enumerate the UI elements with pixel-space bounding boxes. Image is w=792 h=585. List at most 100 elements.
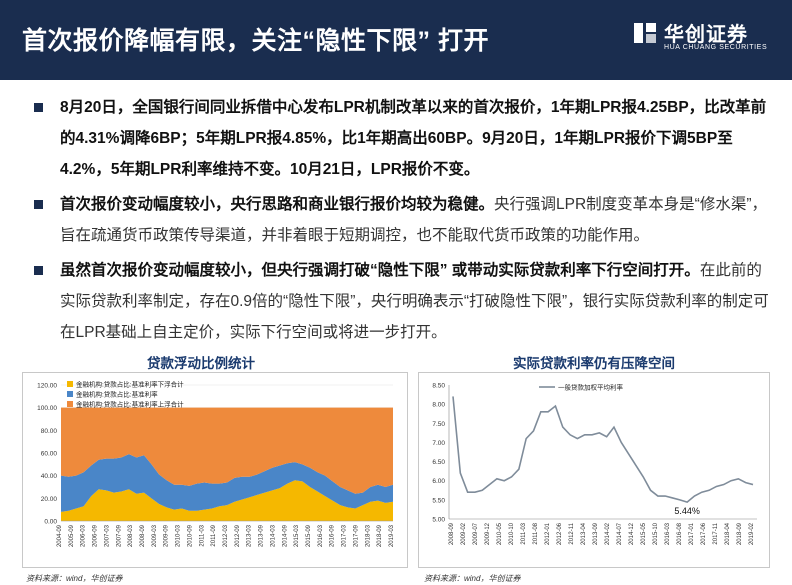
x-tick-label: 2011-03 [199, 524, 205, 546]
x-tick-label: 2013-03 [247, 524, 253, 547]
bullet-item: 首次报价变动幅度较小，央行思路和商业银行报价均较为稳健。央行强调LPR制度变革本… [30, 189, 770, 251]
x-tick-label: 2015-05 [641, 522, 647, 545]
y-tick-label: 6.00 [432, 478, 445, 485]
x-tick-label: 2015-10 [653, 522, 659, 545]
y-tick-label: 6.50 [432, 459, 445, 466]
y-tick-label: 20.00 [41, 496, 58, 503]
x-tick-label: 2016-03 [318, 524, 324, 547]
page-title: 首次报价降幅有限，关注“隐性下限” 打开 [22, 27, 489, 55]
x-tick-label: 2011-09 [211, 524, 217, 546]
x-tick-label: 2009-09 [164, 524, 170, 547]
x-tick-label: 2012-01 [545, 522, 551, 545]
x-tick-label: 2008-03 [128, 524, 134, 547]
x-tick-label: 2008-09 [449, 522, 455, 545]
x-tick-label: 2007-03 [104, 524, 110, 547]
min-annotation: 5.44% [674, 506, 700, 516]
x-tick-label: 2004-09 [57, 524, 63, 547]
header-bar: 首次报价降幅有限，关注“隐性下限” 打开 华创证券 HUA CHUANG SEC… [0, 0, 792, 80]
bullet-normal-text: 央行强调LPR制度变革本身是“修水渠”，旨在疏通货币政策传导渠道，并非着眼于短期… [60, 196, 767, 244]
right-chart-panel: 5.00 5.50 6.00 6.50 7.00 7.50 8.00 8.50 一般贷款加权平均… [418, 372, 770, 568]
legend-label: 金融机构:贷款占比:基准利率下浮合计 [76, 380, 184, 389]
x-tick-label: 2017-01 [689, 522, 695, 545]
y-tick-label: 8.00 [432, 402, 445, 409]
area-series-2 [61, 454, 393, 512]
left-chart-title: 贷款浮动比例统计 [147, 356, 255, 371]
x-tick-label: 2016-09 [330, 524, 336, 547]
x-tick-label: 2014-03 [270, 524, 276, 547]
x-tick-label: 2013-09 [593, 522, 599, 545]
y-tick-label: 5.50 [432, 497, 445, 504]
x-tick-label: 2017-09 [353, 524, 359, 547]
bullet-bold-text: 虽然首次报价变动幅度较小，但央行强调打破“隐性下限” 或带动实际贷款利率下行空间… [60, 262, 700, 279]
x-tick-label: 2018-03 [365, 524, 371, 547]
y-tick-label: 7.50 [432, 421, 445, 428]
x-tick-label: 2015-03 [294, 524, 300, 547]
bullet-list: 8月20日，全国银行间同业拆借中心发布LPR机制改革以来的首次报价，1年期LPR… [30, 92, 770, 352]
legend-label: 金融机构:贷款占比:基准利率上浮合计 [76, 400, 184, 409]
y-tick-label: 60.00 [41, 451, 58, 458]
x-tick-label: 2019-03 [389, 524, 395, 547]
x-tick-label: 2015-09 [306, 524, 312, 547]
y-tick-label: 5.00 [432, 517, 445, 524]
x-tick-label: 2010-09 [187, 524, 193, 547]
x-tick-label: 2011-03 [521, 522, 527, 544]
x-tick-label: 2017-03 [342, 524, 348, 547]
area-series-3 [61, 407, 393, 494]
x-tick-label: 2012-06 [557, 522, 563, 545]
left-chart-panel: 0.00 20.00 40.00 60.00 80.00 100.00 120.00 2004… [22, 372, 408, 568]
bullet-bold-text: 首次报价变动幅度较小，央行思路和商业银行报价均较为稳健。 [60, 196, 495, 213]
y-tick-label: 120.00 [37, 383, 57, 390]
y-tick-label: 100.00 [37, 405, 57, 412]
x-tick-label: 2014-07 [617, 522, 623, 545]
legend-label: 金融机构:贷款占比:基准利率 [76, 390, 158, 399]
bullet-bold-text: 8月20日，全国银行间同业拆借中心发布LPR机制改革以来的首次报价，1年期LPR… [60, 99, 767, 178]
left-chart-source: 资料来源：wind，华创证券 [26, 574, 123, 583]
bullet-normal-text: 在此前的实际贷款利率制定，存在0.9倍的“隐性下限”，央行明确表示“打破隐性下限… [60, 262, 769, 341]
bullet-item: 虽然首次报价变动幅度较小，但央行强调打破“隐性下限” 或带动实际贷款利率下行空间… [30, 255, 770, 348]
y-tick-label: 40.00 [41, 473, 58, 480]
x-tick-label: 2019-02 [749, 522, 755, 545]
bullet-square-icon [34, 200, 43, 209]
loan-float-area-chart: 0.00 20.00 40.00 60.00 80.00 100.00 120.00 2004… [37, 380, 395, 548]
x-tick-label: 2017-11 [713, 522, 719, 544]
y-tick-label: 80.00 [41, 428, 58, 435]
right-chart-source: 资料来源：wind，华创证券 [424, 574, 521, 583]
right-chart-title: 实际贷款利率仍有压降空间 [513, 356, 675, 371]
legend-label: 一般贷款加权平均利率 [558, 383, 624, 392]
x-tick-label: 2014-09 [282, 524, 288, 547]
x-tick-label: 2018-09 [377, 524, 383, 547]
x-tick-label: 2017-06 [701, 522, 707, 545]
legend-swatch [67, 391, 73, 397]
x-tick-label: 2010-10 [509, 522, 515, 545]
loan-rate-line-chart: 5.00 5.50 6.00 6.50 7.00 7.50 8.00 8.50 一般贷款加权平均… [432, 383, 757, 545]
x-tick-label: 2006-03 [81, 524, 87, 547]
x-tick-label: 2013-09 [259, 524, 265, 547]
x-tick-label: 2012-03 [223, 524, 229, 547]
x-tick-label: 2014-12 [629, 522, 635, 545]
logo-icon [634, 23, 656, 43]
bullet-item: 8月20日，全国银行间同业拆借中心发布LPR机制改革以来的首次报价，1年期LPR… [30, 92, 770, 185]
legend-swatch [67, 381, 73, 387]
x-tick-label: 2018-04 [725, 522, 731, 545]
y-tick-label: 7.00 [432, 440, 445, 447]
company-logo: 华创证券 HUA CHUANG SECURITIES [632, 18, 772, 62]
y-tick-label: 0.00 [44, 519, 57, 526]
x-tick-label: 2014-02 [605, 522, 611, 545]
x-tick-label: 2013-04 [581, 522, 587, 545]
legend-swatch [67, 401, 73, 407]
area-series-1 [61, 480, 393, 521]
x-tick-label: 2012-09 [235, 524, 241, 547]
x-tick-label: 2006-09 [93, 524, 99, 547]
x-tick-label: 2009-03 [152, 524, 158, 547]
x-tick-label: 2005-09 [69, 524, 75, 547]
x-tick-label: 2008-09 [140, 524, 146, 547]
x-tick-label: 2012-11 [569, 522, 575, 544]
x-tick-label: 2007-09 [116, 524, 122, 547]
x-tick-label: 2009-07 [473, 522, 479, 545]
line-series [452, 396, 754, 504]
x-tick-label: 2016-03 [665, 522, 671, 545]
logo-text-en: HUA CHUANG SECURITIES [664, 44, 768, 51]
x-tick-label: 2009-12 [485, 522, 491, 545]
x-tick-label: 2016-08 [677, 522, 683, 545]
x-tick-label: 2010-05 [497, 522, 503, 545]
